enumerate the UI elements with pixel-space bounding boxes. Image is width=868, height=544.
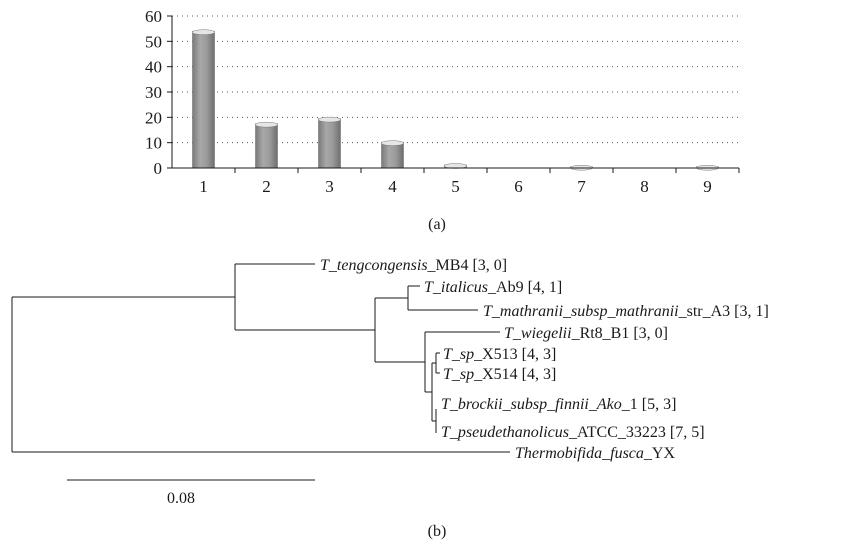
taxon-name: T_tengcongensis — [320, 257, 428, 274]
x-tick-label: 8 — [640, 177, 649, 196]
taxon-suffix: _MB4 [3, 0] — [427, 257, 508, 274]
x-tick-label: 4 — [388, 177, 397, 196]
x-axis-ticks: 1 2 3 4 5 6 7 8 9 — [199, 168, 740, 196]
taxon-suffix: _ATCC_33223 [7, 5] — [568, 424, 705, 441]
bar-chart: 0 10 20 30 40 50 60 1 2 3 4 5 6 7 8 9 — [145, 7, 740, 196]
y-tick-label: 40 — [145, 58, 162, 77]
taxon-suffix: _X514 [4, 3] — [473, 366, 556, 383]
taxon-name: T_sp — [443, 346, 474, 363]
taxon-suffix: _Ab9 [4, 1] — [487, 279, 562, 296]
bar — [192, 30, 215, 169]
bar-top — [255, 121, 278, 128]
y-tick-label: 0 — [154, 159, 163, 178]
y-tick-label: 50 — [145, 32, 162, 51]
taxon-suffix: _1 [5, 3] — [621, 396, 677, 413]
phylogenetic-tree — [11, 263, 510, 481]
bar — [318, 118, 341, 169]
taxon-suffix: _X513 [4, 3] — [473, 346, 556, 363]
bar — [255, 123, 278, 169]
scale-bar-label: 0.08 — [167, 490, 195, 507]
y-tick-label: 10 — [145, 134, 162, 153]
bars — [192, 29, 719, 171]
x-tick-label: 6 — [514, 177, 523, 196]
taxon-name: T_italicus — [424, 279, 488, 296]
x-tick-label: 3 — [325, 177, 334, 196]
bar-top — [381, 140, 404, 146]
bar — [381, 141, 404, 169]
tree-leaf-label: T_mathranii_subsp_mathranii_str_A3 [3, 1… — [483, 303, 769, 320]
tree-leaf-labels: T_tengcongensis_MB4 [3, 0] T_italicus_Ab9… — [320, 257, 769, 462]
bar-top — [192, 29, 215, 35]
tree-leaf-label: T_tengcongensis_MB4 [3, 0] — [320, 257, 507, 274]
y-tick-label: 20 — [145, 108, 162, 127]
taxon-name: T_pseudethanolicus — [441, 424, 569, 441]
x-tick-label: 1 — [199, 177, 208, 196]
bar-top — [318, 116, 341, 123]
taxon-name: T_mathranii_subsp_mathranii — [483, 303, 679, 320]
taxon-name: Thermobifida_fusca — [515, 445, 644, 462]
tree-leaf-label: T_sp_X513 [4, 3] — [443, 346, 556, 363]
tree-leaf-label: T_pseudethanolicus_ATCC_33223 [7, 5] — [441, 424, 705, 441]
x-tick-label: 5 — [451, 177, 460, 196]
tree-leaf-label: Thermobifida_fusca_YX — [515, 445, 675, 462]
taxon-suffix: _YX — [643, 445, 676, 462]
taxon-name: T_sp — [443, 366, 474, 383]
tree-leaf-label: T_italicus_Ab9 [4, 1] — [424, 279, 562, 296]
y-axis-ticks: 0 10 20 30 40 50 60 — [145, 7, 172, 178]
x-tick-label: 7 — [577, 177, 586, 196]
tree-leaf-label: T_brockii_subsp_finnii_Ako_1 [5, 3] — [441, 396, 676, 413]
x-tick-label: 2 — [262, 177, 271, 196]
taxon-suffix: _Rt8_B1 [3, 0] — [571, 325, 668, 342]
y-tick-label: 30 — [145, 83, 162, 102]
tree-leaf-label: T_sp_X514 [4, 3] — [443, 366, 556, 383]
taxon-name: T_brockii_subsp_finnii_Ako — [441, 396, 622, 413]
panel-label-a: (a) — [428, 216, 446, 233]
tree-leaf-label: T_wiegelii_Rt8_B1 [3, 0] — [504, 325, 668, 342]
x-tick-label: 9 — [703, 177, 712, 196]
taxon-name: T_wiegelii — [504, 325, 572, 342]
taxon-suffix: _str_A3 [3, 1] — [678, 303, 769, 320]
panel-label-b: (b) — [428, 523, 447, 540]
y-tick-label: 60 — [145, 7, 162, 26]
